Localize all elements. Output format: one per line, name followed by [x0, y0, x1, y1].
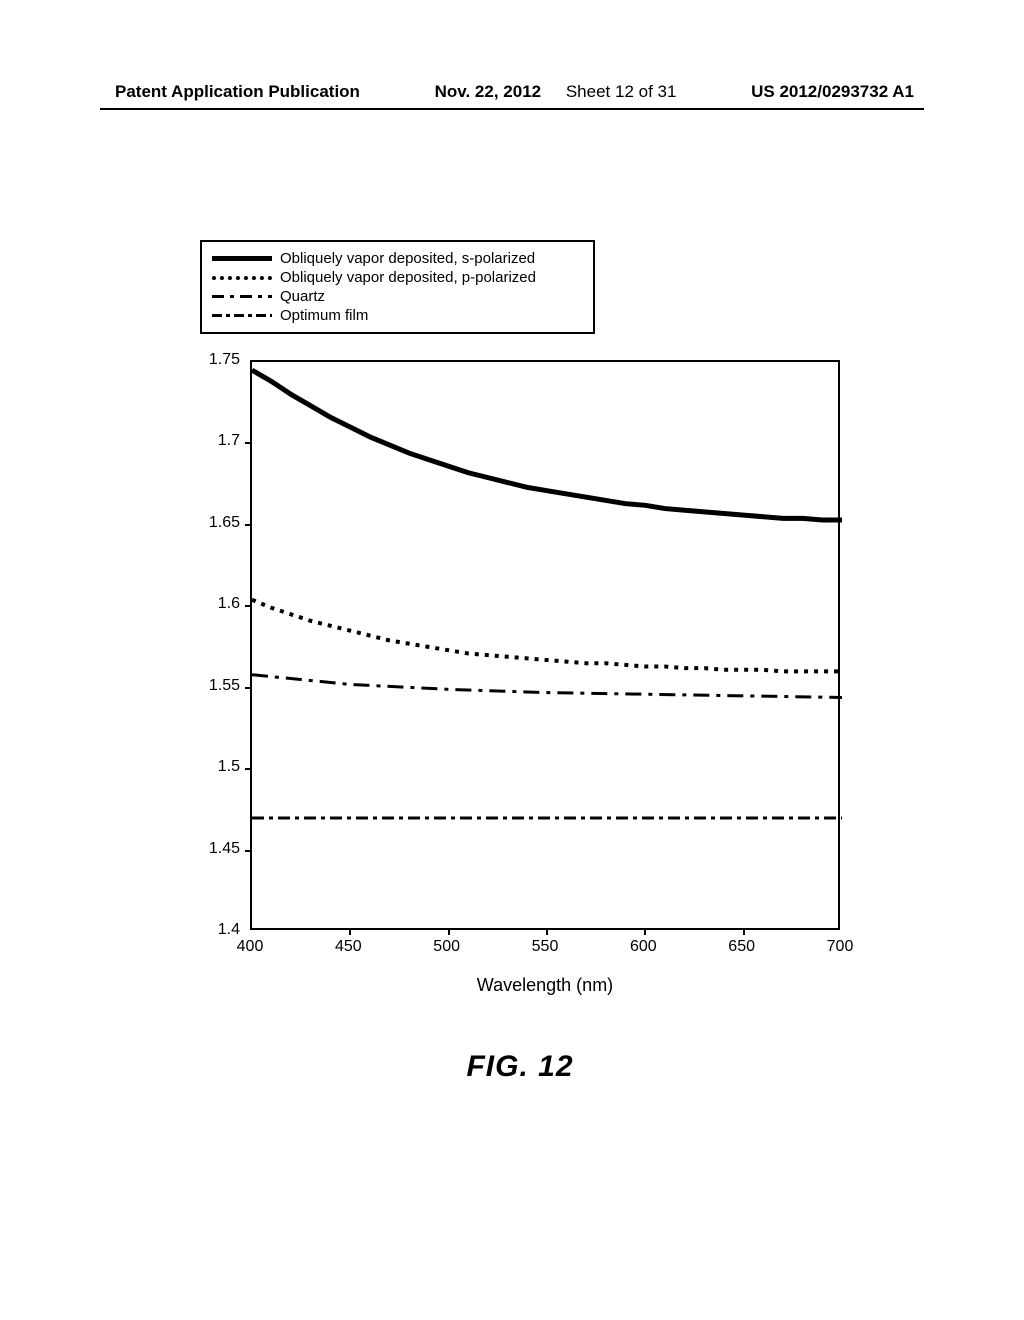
- y-tick-mark: [245, 768, 252, 770]
- legend-swatch-dash: [212, 308, 272, 324]
- header-sheet: Sheet 12 of 31: [566, 82, 677, 101]
- legend-swatch-dotted: [212, 270, 272, 286]
- x-tick-label: 400: [237, 938, 264, 956]
- legend-label: Quartz: [280, 288, 325, 305]
- y-tick-label: 1.5: [180, 758, 240, 776]
- y-tick-mark: [245, 605, 252, 607]
- legend-label: Obliquely vapor deposited, s-polarized: [280, 250, 535, 267]
- header-pubno: US 2012/0293732 A1: [751, 82, 914, 102]
- y-tick-label: 1.55: [180, 677, 240, 695]
- y-tick-mark: [245, 687, 252, 689]
- y-tick-label: 1.65: [180, 514, 240, 532]
- y-tick-label: 1.6: [180, 595, 240, 613]
- y-tick-label: 1.75: [180, 351, 240, 369]
- page-header: Patent Application Publication Nov. 22, …: [0, 82, 1024, 102]
- x-tick-mark: [644, 928, 646, 935]
- legend-item: Obliquely vapor deposited, s-polarized: [212, 250, 583, 267]
- y-tick-label: 1.7: [180, 432, 240, 450]
- x-tick-label: 650: [728, 938, 755, 956]
- y-tick-mark: [245, 442, 252, 444]
- x-tick-label: 550: [532, 938, 559, 956]
- legend-swatch-dashdot: [212, 289, 272, 305]
- legend-item: Obliquely vapor deposited, p-polarized: [212, 269, 583, 286]
- figure-number: FIG. 12: [180, 1050, 860, 1084]
- y-tick-mark: [245, 524, 252, 526]
- x-tick-mark: [743, 928, 745, 935]
- y-tick-mark: [245, 850, 252, 852]
- chart-series: [252, 675, 842, 698]
- legend-swatch-solid: [212, 251, 272, 267]
- x-tick-mark: [448, 928, 450, 935]
- x-tick-label: 600: [630, 938, 657, 956]
- legend: Obliquely vapor deposited, s-polarized O…: [200, 240, 595, 334]
- chart-series: [252, 600, 842, 672]
- chart-series: [252, 370, 842, 520]
- x-tick-label: 500: [433, 938, 460, 956]
- x-tick-label: 700: [827, 938, 854, 956]
- x-tick-mark: [546, 928, 548, 935]
- y-tick-label: 1.45: [180, 840, 240, 858]
- x-tick-label: 450: [335, 938, 362, 956]
- chart-svg: [252, 362, 842, 932]
- legend-item: Optimum film: [212, 307, 583, 324]
- legend-label: Optimum film: [280, 307, 368, 324]
- legend-label: Obliquely vapor deposited, p-polarized: [280, 269, 536, 286]
- y-tick-label: 1.4: [180, 921, 240, 939]
- x-axis-label: Wavelength (nm): [250, 975, 840, 996]
- header-rule: [100, 108, 924, 110]
- header-left: Patent Application Publication: [115, 82, 360, 102]
- chart: Wavelength (nm) 1.4 1.45 1.5 1.55 1.6 1.65 1.7…: [180, 360, 860, 1000]
- legend-item: Quartz: [212, 288, 583, 305]
- header-date: Nov. 22, 2012: [435, 82, 541, 101]
- x-tick-mark: [349, 928, 351, 935]
- figure-area: Obliquely vapor deposited, s-polarized O…: [180, 250, 860, 1080]
- plot-area: [250, 360, 840, 930]
